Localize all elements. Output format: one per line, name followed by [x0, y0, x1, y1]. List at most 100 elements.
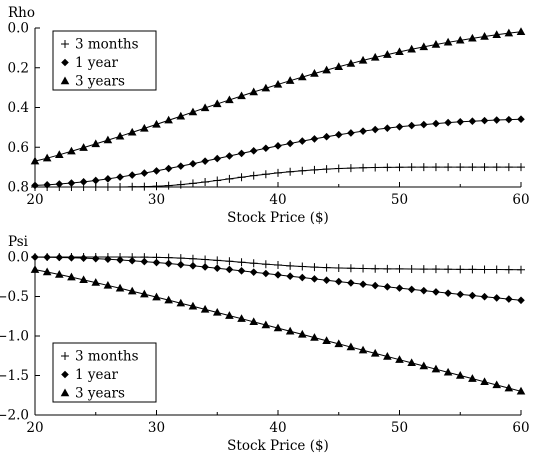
- data-point: [407, 285, 416, 294]
- data-point: [517, 115, 525, 124]
- data-point: [358, 55, 368, 64]
- data-point: [468, 265, 477, 274]
- data-point: [30, 156, 40, 165]
- data-point: [91, 139, 101, 148]
- data-point: [286, 261, 295, 270]
- legend: 3 months 1 year 3 years: [52, 30, 157, 91]
- data-point: [395, 284, 404, 292]
- data-point: [346, 164, 355, 173]
- data-point: [370, 348, 380, 357]
- legend-label: 1 year: [75, 367, 119, 383]
- data-point: [334, 164, 343, 173]
- data-point: [444, 265, 453, 274]
- data-point: [443, 37, 453, 46]
- data-point: [517, 163, 525, 172]
- data-point: [237, 173, 246, 182]
- data-point: [480, 292, 489, 301]
- data-point: [480, 377, 489, 386]
- data-point: [115, 283, 125, 292]
- data-point: [395, 355, 404, 363]
- legend-box: [52, 30, 157, 91]
- data-point: [456, 265, 465, 274]
- data-point: [67, 179, 76, 187]
- data-point: [201, 178, 210, 187]
- data-point: [371, 125, 379, 134]
- data-point: [455, 35, 465, 44]
- legend-marker: [61, 370, 69, 379]
- series-diamond: [31, 253, 525, 305]
- data-point: [43, 253, 51, 262]
- data-point: [407, 44, 416, 53]
- data-point: [30, 265, 40, 273]
- data-point: [201, 263, 209, 271]
- data-point: [55, 150, 64, 159]
- legend-label: 1 year: [75, 55, 119, 71]
- data-point: [67, 146, 76, 155]
- data-point: [358, 345, 368, 354]
- data-point: [444, 118, 452, 127]
- data-point: [249, 268, 258, 276]
- data-point: [152, 292, 161, 301]
- data-point: [164, 181, 173, 190]
- data-point: [225, 311, 234, 319]
- data-point: [322, 132, 331, 141]
- legend-label: 3 years: [75, 386, 125, 402]
- x-axis-title: Stock Price ($): [227, 438, 329, 454]
- data-point: [420, 120, 428, 129]
- data-point: [359, 264, 368, 273]
- data-point: [116, 173, 124, 181]
- x-tick-label: 50: [391, 192, 408, 208]
- data-point: [176, 254, 185, 263]
- legend-marker: [61, 40, 69, 48]
- data-point: [188, 179, 197, 188]
- x-tick-label: 30: [148, 420, 165, 436]
- data-point: [213, 264, 222, 273]
- data-point: [104, 255, 112, 264]
- data-point: [67, 253, 76, 262]
- data-point: [286, 272, 294, 280]
- y-tick-label: 0.8: [8, 180, 29, 196]
- data-point: [322, 336, 331, 344]
- data-point: [225, 265, 234, 274]
- data-point: [213, 154, 222, 163]
- data-point: [127, 286, 137, 295]
- data-point: [115, 131, 125, 140]
- data-point: [249, 87, 258, 96]
- data-point: [322, 65, 331, 74]
- data-point: [456, 290, 465, 299]
- data-point: [188, 254, 197, 263]
- data-point: [334, 62, 344, 70]
- data-point: [371, 264, 380, 273]
- data-point: [176, 180, 185, 189]
- y-tick-label: 0.6: [8, 140, 29, 156]
- data-point: [189, 261, 197, 270]
- data-point: [79, 254, 88, 262]
- data-point: [128, 182, 137, 191]
- data-point: [103, 280, 113, 289]
- data-point: [91, 254, 100, 263]
- data-point: [261, 83, 271, 92]
- y-axis-title: Rho: [8, 5, 35, 21]
- x-axis-title: Stock Price ($): [227, 210, 329, 226]
- data-point: [492, 163, 501, 172]
- data-point: [492, 380, 501, 389]
- data-point: [189, 159, 197, 168]
- data-point: [237, 258, 246, 267]
- data-point: [273, 323, 283, 332]
- y-axis-title: Psi: [8, 234, 29, 250]
- data-point: [395, 264, 404, 273]
- data-point: [31, 181, 39, 190]
- data-point: [285, 326, 295, 335]
- rho-panel: 0.0 0.2 0.4 0.6 0.820 30 40 50 60 Rho Stock Price …: [8, 5, 530, 226]
- data-point: [516, 27, 526, 35]
- data-point: [177, 162, 185, 170]
- data-point: [504, 28, 514, 37]
- data-point: [79, 143, 88, 151]
- data-point: [456, 163, 465, 172]
- data-point: [370, 52, 380, 61]
- data-point: [225, 174, 234, 183]
- data-point: [383, 352, 392, 360]
- data-point: [140, 123, 149, 132]
- data-point: [128, 256, 136, 265]
- data-point: [261, 170, 270, 179]
